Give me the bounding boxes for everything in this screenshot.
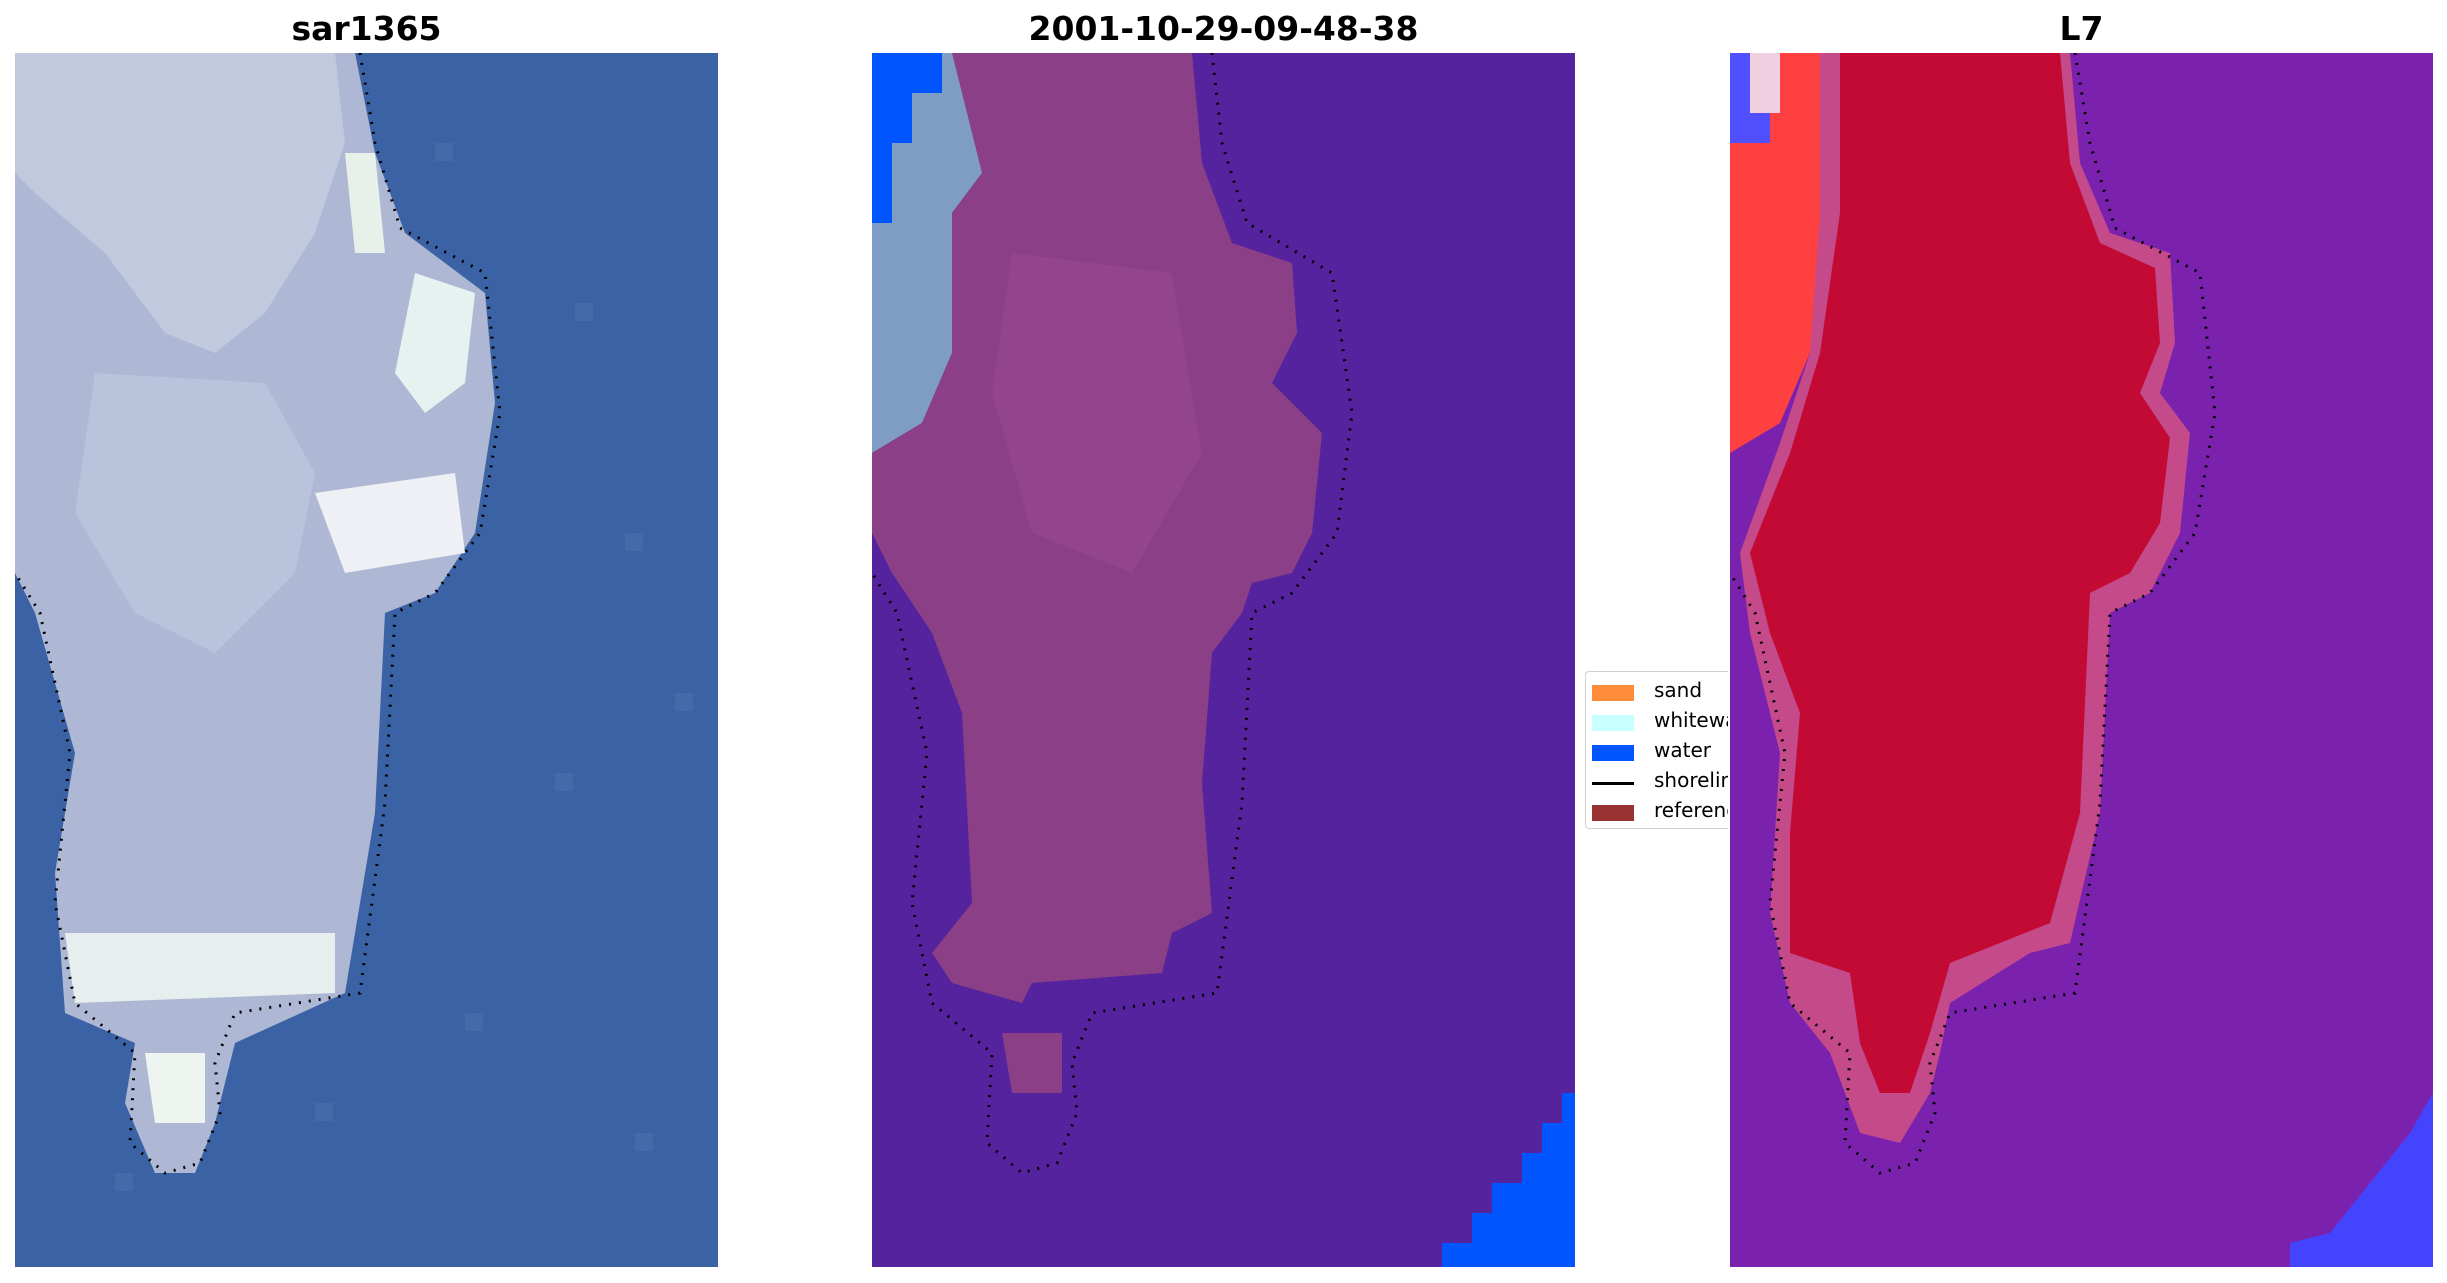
index-image <box>1730 53 2433 1267</box>
legend-item-sand: sand <box>1586 676 1728 706</box>
legend-label-whitewater: whitewater <box>1654 708 1728 732</box>
legend-item-water: water <box>1586 736 1728 766</box>
panel-title-index: L7 <box>2059 9 2104 48</box>
legend-swatch-reference <box>1592 805 1634 821</box>
classified-image <box>872 53 1575 1267</box>
panel-title-classified: 2001-10-29-09-48-38 <box>1028 9 1419 48</box>
legend-item-reference: reference shoreline buffer <box>1586 796 1728 826</box>
legend-label-water: water <box>1654 738 1711 762</box>
shoreline-classified <box>872 53 1354 1175</box>
index-image-panel <box>1730 53 2433 1267</box>
legend-label-sand: sand <box>1654 678 1703 702</box>
legend-item-shoreline: shoreline <box>1586 766 1728 796</box>
legend-swatch-whitewater <box>1592 715 1634 731</box>
rgb-image <box>15 53 718 1267</box>
legend-item-whitewater: whitewater <box>1586 706 1728 736</box>
panel-title-rgb: sar1365 <box>291 9 442 48</box>
classified-image-panel <box>872 53 1575 1267</box>
rgb-image-panel <box>15 53 718 1267</box>
legend: sand whitewater water shoreline referenc… <box>1585 671 1728 829</box>
legend-swatch-sand <box>1592 685 1634 701</box>
legend-label-shoreline: shoreline <box>1654 768 1728 792</box>
legend-swatch-shoreline <box>1592 782 1634 785</box>
legend-swatch-water <box>1592 745 1634 761</box>
legend-label-reference: reference shoreline buffer <box>1654 798 1728 822</box>
